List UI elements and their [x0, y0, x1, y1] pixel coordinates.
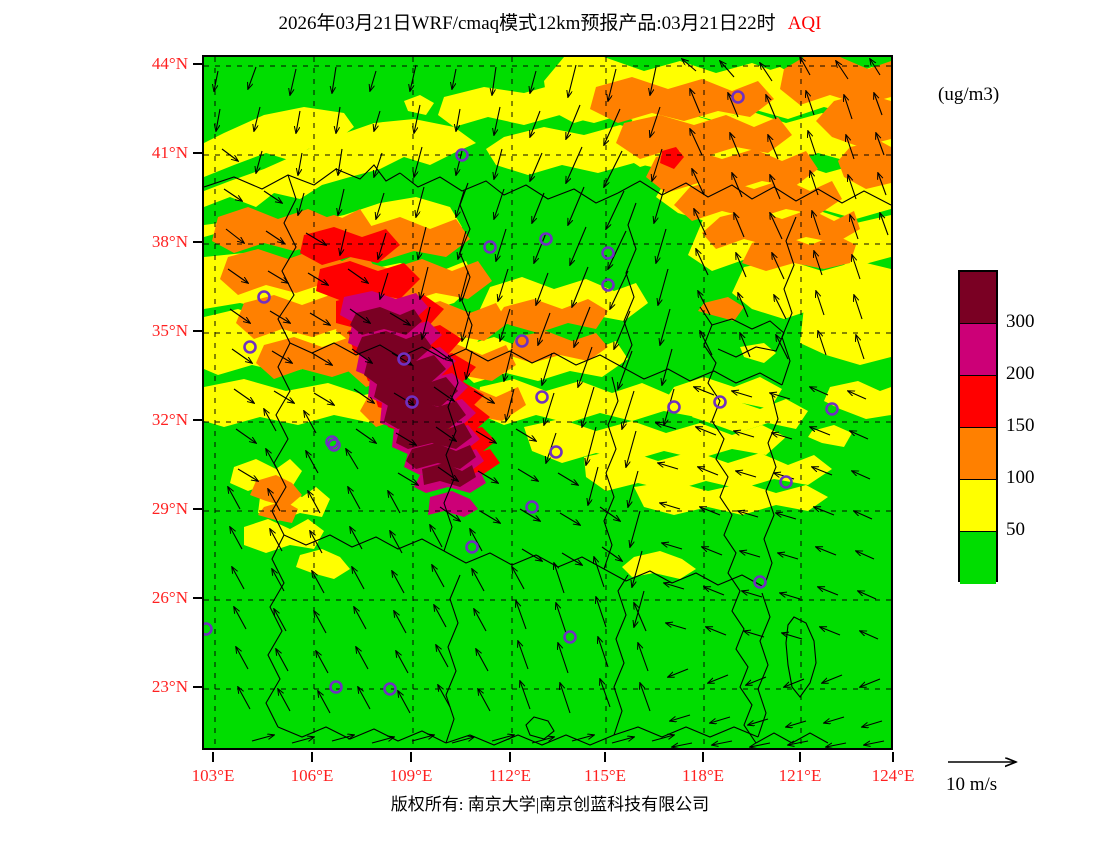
colorbar-tick-300: 300	[1006, 311, 1035, 332]
lat-tick-3	[193, 330, 203, 332]
lon-label-2: 109°E	[389, 766, 433, 785]
wind-scale-key: 10 m/s	[946, 752, 1086, 802]
title-text: 2026年03月21日WRF/cmaq模式12km预报产品:03月21日22时	[278, 13, 776, 34]
colorbar-band-200-300	[960, 324, 996, 376]
lat-tick-7	[193, 686, 203, 688]
copyright-footer: 版权所有: 南京大学|南京创蓝科技有限公司	[390, 795, 710, 814]
colorbar-tick-200: 200	[1006, 363, 1035, 384]
wind-key-arrow	[948, 752, 1056, 774]
colorbar-tick-150: 150	[1006, 415, 1035, 436]
wind-vectors	[214, 57, 889, 747]
city-markers	[204, 90, 839, 696]
colorbar-unit-label: (ug/m3)	[938, 84, 1000, 105]
lat-label-7: 23°N	[151, 677, 188, 696]
lat-tick-2	[193, 241, 203, 243]
lon-tick-2	[410, 752, 412, 762]
lat-tick-6	[193, 597, 203, 599]
colorbar	[958, 270, 998, 584]
lat-tick-0	[193, 63, 203, 65]
lon-label-6: 121°E	[778, 766, 822, 785]
lon-tick-0	[212, 752, 214, 762]
wind-key-label: 10 m/s	[946, 774, 998, 795]
lon-tick-6	[799, 752, 801, 762]
lat-label-1: 41°N	[151, 143, 188, 162]
lat-label-5: 29°N	[151, 499, 188, 518]
lon-tick-3	[509, 752, 511, 762]
lat-label-0: 44°N	[151, 54, 188, 73]
lon-label-7: 124°E	[871, 766, 915, 785]
lon-label-5: 118°E	[681, 766, 725, 785]
colorbar-tick-50: 50	[1006, 519, 1025, 540]
lon-tick-4	[604, 752, 606, 762]
colorbar-band-50-100	[960, 480, 996, 532]
colorbar-band-150-200	[960, 376, 996, 428]
lon-tick-5	[702, 752, 704, 762]
lon-label-0: 103°E	[191, 766, 235, 785]
lat-label-2: 38°N	[151, 232, 188, 251]
page-title: 2026年03月21日WRF/cmaq模式12km预报产品:03月21日22时 A…	[0, 8, 1100, 35]
lat-label-3: 35°N	[151, 321, 188, 340]
lat-tick-5	[193, 508, 203, 510]
colorbar-band-0-50	[960, 532, 996, 584]
lat-tick-4	[193, 419, 203, 421]
lon-label-1: 106°E	[290, 766, 334, 785]
lat-tick-1	[193, 152, 203, 154]
lat-label-4: 32°N	[151, 410, 188, 429]
lon-label-4: 115°E	[583, 766, 627, 785]
lon-tick-7	[892, 752, 894, 762]
lon-tick-1	[311, 752, 313, 762]
lon-label-3: 112°E	[488, 766, 532, 785]
title-variable: AQI	[787, 13, 822, 34]
colorbar-tick-100: 100	[1006, 467, 1035, 488]
colorbar-band-100-150	[960, 428, 996, 480]
map-plot-area[interactable]	[202, 55, 893, 750]
lat-label-6: 26°N	[151, 588, 188, 607]
map-canvas	[204, 57, 891, 748]
colorbar-band-300-500	[960, 272, 996, 324]
